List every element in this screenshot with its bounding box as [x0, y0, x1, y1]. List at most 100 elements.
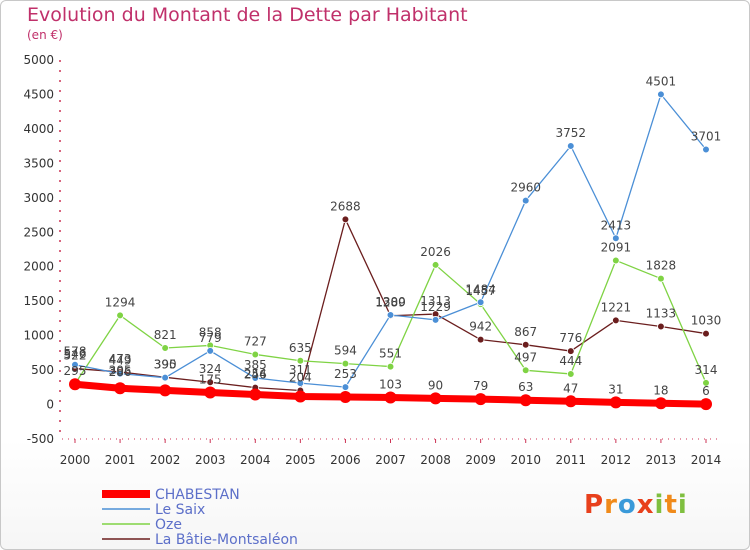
data-point-oze [566, 370, 575, 378]
data-point-oze [521, 366, 530, 375]
data-point-la-b-tie-montsal-on [476, 335, 485, 344]
x-tick-label: 2012 [601, 453, 632, 467]
data-point-oze [161, 344, 169, 352]
data-label-le-saix: 578 [64, 345, 87, 359]
data-point-oze [657, 274, 665, 283]
data-point-le-saix [386, 311, 395, 319]
data-point-chabestan [700, 398, 712, 411]
data-point-chabestan [339, 390, 352, 403]
data-point-chabestan [474, 393, 487, 406]
x-tick-label: 2003 [195, 453, 226, 467]
data-point-le-saix [71, 360, 79, 369]
data-point-le-saix [476, 298, 485, 307]
chart-title: Evolution du Montant de la Dette par Hab… [27, 4, 468, 26]
data-label-le-saix: 311 [289, 363, 312, 377]
data-point-le-saix [431, 316, 440, 324]
data-label-le-saix: 3701 [691, 130, 722, 144]
data-label-oze: 444 [559, 354, 582, 368]
data-label-la-b-tie-montsal-on: 1030 [691, 314, 722, 328]
x-tick-label: 2007 [375, 453, 406, 467]
data-label-oze: 2026 [420, 245, 451, 259]
x-tick-label: 2011 [556, 453, 587, 467]
data-label-oze: 635 [289, 341, 312, 355]
data-label-le-saix: 253 [334, 367, 357, 381]
data-point-le-saix [206, 347, 215, 355]
data-point-le-saix [566, 142, 575, 150]
unit-label: (en €) [27, 28, 63, 42]
data-point-chabestan [204, 386, 217, 399]
data-label-la-b-tie-montsal-on: 942 [469, 320, 492, 334]
data-point-oze [431, 261, 440, 269]
y-tick-label: 2500 [23, 225, 54, 239]
data-point-oze [386, 362, 395, 371]
data-label-le-saix: 449 [109, 354, 132, 368]
y-tick-label: 4000 [23, 122, 54, 136]
legend-label-chabestan: CHABESTAN [155, 487, 240, 503]
data-point-chabestan [564, 395, 577, 408]
data-point-le-saix [521, 196, 530, 205]
data-point-la-b-tie-montsal-on [702, 329, 710, 338]
legend-label-la-b-tie-montsal-on: La Bâtie-Montsaléon [155, 532, 298, 548]
data-point-oze [612, 256, 620, 265]
data-label-le-saix: 2960 [510, 181, 541, 195]
data-point-chabestan [609, 396, 622, 409]
data-label-chabestan: 6 [702, 384, 710, 398]
data-label-la-b-tie-montsal-on: 522 [64, 349, 87, 363]
data-label-extra: 286 [109, 365, 132, 379]
data-label-oze: 551 [379, 347, 402, 361]
data-label-extra: 546 [64, 347, 87, 361]
data-label-la-b-tie-montsal-on: 867 [514, 325, 537, 339]
logo-letter: x [636, 490, 655, 520]
logo-letter: o [617, 490, 637, 520]
data-point-chabestan [114, 382, 127, 395]
logo-letter: t [664, 490, 678, 520]
data-label-le-saix: 2413 [601, 218, 632, 232]
data-label-chabestan: 295 [64, 364, 87, 378]
data-label-le-saix: 1300 [375, 295, 406, 309]
x-tick-label: 2006 [330, 453, 361, 467]
y-tick-label: 3500 [23, 156, 54, 170]
series-lines [69, 90, 712, 411]
x-tick-label: 2008 [420, 453, 451, 467]
data-label-le-saix: 779 [199, 331, 222, 345]
data-label-chabestan: 18 [653, 383, 668, 397]
logo-letter: i [654, 490, 665, 520]
y-tick-label: 4500 [23, 87, 54, 101]
data-point-chabestan [429, 392, 442, 405]
data-point-le-saix [296, 379, 305, 387]
data-point-oze [341, 359, 350, 368]
data-label-chabestan: 47 [563, 381, 578, 395]
data-label-oze: 1294 [105, 295, 136, 309]
x-tick-label: 2014 [691, 453, 722, 467]
x-tick-label: 2001 [105, 453, 136, 467]
legend-label-oze: Oze [155, 517, 182, 533]
data-label-extra: 305 [109, 364, 132, 378]
data-label-la-b-tie-montsal-on: 324 [199, 362, 222, 376]
data-point-chabestan [159, 384, 172, 397]
data-label-la-b-tie-montsal-on: 776 [559, 331, 582, 345]
data-label-la-b-tie-montsal-on: 246 [244, 368, 267, 382]
data-label-le-saix: 4501 [646, 74, 677, 88]
data-label-la-b-tie-montsal-on: 1221 [601, 300, 632, 314]
data-point-le-saix [116, 369, 124, 378]
x-tick-label: 2013 [646, 453, 677, 467]
data-label-chabestan: 31 [608, 382, 623, 396]
data-point-oze [116, 311, 124, 320]
data-point-oze [251, 350, 260, 359]
data-point-la-b-tie-montsal-on [206, 378, 215, 387]
data-point-chabestan [294, 390, 307, 403]
data-label-oze: 1457 [465, 284, 496, 298]
data-label-oze: 497 [514, 350, 537, 364]
data-label-oze: 314 [695, 363, 718, 377]
data-label-extra: 254 [244, 367, 267, 381]
y-tick-label: 500 [31, 363, 54, 377]
x-tick-label: 2000 [60, 453, 91, 467]
logo-letter: P [584, 490, 605, 520]
data-label-oze: 1828 [646, 259, 677, 273]
data-label-oze: 727 [244, 334, 267, 348]
data-point-le-saix [341, 383, 350, 391]
y-tick-label: -500 [27, 432, 54, 446]
